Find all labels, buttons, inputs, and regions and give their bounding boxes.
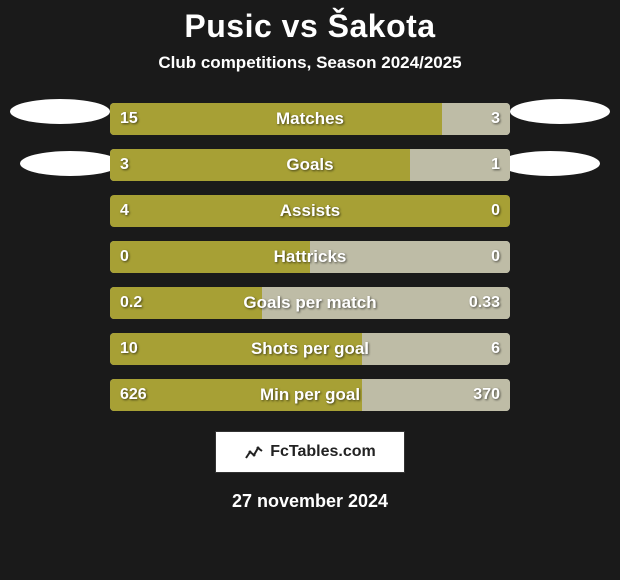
stat-label: Hattricks (274, 247, 347, 267)
stat-row: 15 3 Matches (110, 103, 510, 135)
stat-value-right: 6 (491, 340, 500, 358)
stat-value-right: 0 (491, 202, 500, 220)
player1-avatar-placeholder (10, 99, 110, 124)
stat-row: 3 1 Goals (110, 149, 510, 181)
stat-row: 0 0 Hattricks (110, 241, 510, 273)
stat-label: Shots per goal (251, 339, 369, 359)
badge-text: FcTables.com (270, 443, 376, 461)
stat-value-left: 15 (120, 110, 138, 128)
stat-value-right: 3 (491, 110, 500, 128)
date: 27 november 2024 (0, 491, 620, 512)
stats-card: Pusic vs Šakota Club competitions, Seaso… (0, 0, 620, 580)
bar-left (110, 149, 410, 181)
stat-label: Goals per match (243, 293, 376, 313)
stat-value-left: 0.2 (120, 294, 142, 312)
player2-avatar-placeholder (500, 151, 600, 176)
source-badge: FcTables.com (215, 431, 405, 473)
stat-value-left: 3 (120, 156, 129, 174)
chart-icon (244, 442, 264, 462)
stat-value-left: 4 (120, 202, 129, 220)
stat-value-right: 1 (491, 156, 500, 174)
stat-value-left: 10 (120, 340, 138, 358)
player2-avatar-placeholder (510, 99, 610, 124)
subtitle: Club competitions, Season 2024/2025 (0, 53, 620, 73)
stat-row: 10 6 Shots per goal (110, 333, 510, 365)
stat-row: 0.2 0.33 Goals per match (110, 287, 510, 319)
stat-value-right: 0.33 (469, 294, 500, 312)
page-title: Pusic vs Šakota (0, 8, 620, 45)
stat-label: Goals (286, 155, 333, 175)
bar-right (362, 333, 510, 365)
stat-label: Min per goal (260, 385, 360, 405)
stat-label: Matches (276, 109, 344, 129)
stat-label: Assists (280, 201, 340, 221)
stat-row: 626 370 Min per goal (110, 379, 510, 411)
player1-avatar-placeholder (20, 151, 120, 176)
stat-value-right: 370 (473, 386, 500, 404)
stat-value-left: 0 (120, 248, 129, 266)
stat-row: 4 0 Assists (110, 195, 510, 227)
stat-value-right: 0 (491, 248, 500, 266)
stat-value-left: 626 (120, 386, 147, 404)
stats-bars: 15 3 Matches 3 1 Goals 4 0 Assists 0 0 Hattricks 0.2… (110, 103, 510, 411)
